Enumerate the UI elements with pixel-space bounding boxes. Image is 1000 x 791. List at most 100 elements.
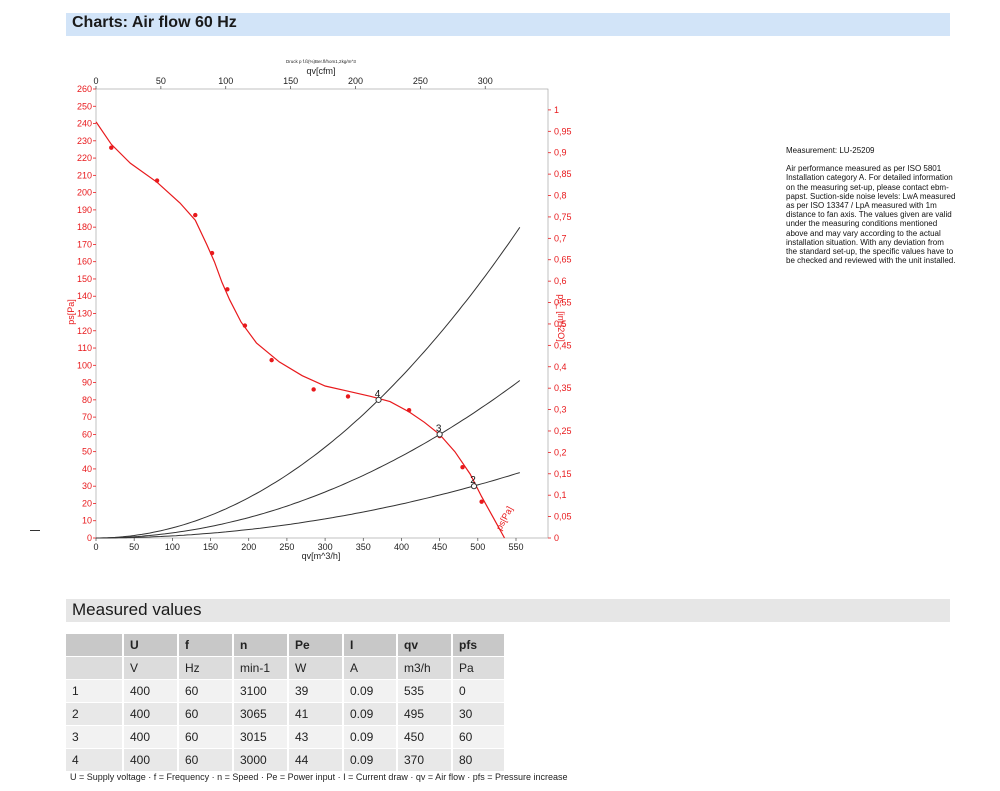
x-bottom-tick-label: 350 [356, 542, 371, 552]
measured-values-table: U f n Pe I qv pfs V Hz min-1 W A m3/h Pa… [66, 634, 506, 772]
y-right-tick-label: 0,15 [554, 469, 572, 479]
y-left-tick-label: 240 [77, 119, 92, 129]
table-cell: 450 [398, 726, 453, 749]
y-left-tick-label: 230 [77, 136, 92, 146]
table-cell: 4 [66, 749, 124, 772]
table-unit-cell: Hz [179, 657, 234, 680]
table-cell: 400 [124, 703, 179, 726]
y-left-tick-label: 150 [77, 274, 92, 284]
y-left-tick-label: 20 [82, 498, 92, 508]
table-cell: 39 [289, 680, 344, 703]
y-left-tick-label: 110 [78, 343, 92, 353]
y-right-tick-label: 0,3 [554, 405, 567, 415]
x-top-tick-label: 50 [156, 76, 166, 86]
y-left-tick-label: 70 [82, 412, 92, 422]
y-left-tick-label: 190 [77, 205, 92, 215]
table-unit-cell: m3/h [398, 657, 453, 680]
x-bottom-tick-label: 150 [203, 542, 218, 552]
table-cell: 3100 [234, 680, 289, 703]
table-header-cell: Pe [289, 634, 344, 657]
operating-point-3 [436, 431, 443, 438]
table-header-cell: U [124, 634, 179, 657]
measured-point [479, 499, 484, 504]
plot-frame [95, 88, 549, 539]
x-bottom-tick-label: 250 [279, 542, 294, 552]
x-bottom-tick-label: 0 [93, 542, 98, 552]
y-right-tick-label: 0,95 [554, 126, 572, 136]
y-left-tick-label: 250 [77, 101, 92, 111]
chart-title-bar: Charts: Air flow 60 Hz [66, 13, 950, 36]
table-header-cell [66, 634, 124, 657]
y-left-tick-label: 130 [77, 309, 92, 319]
table-header-cell: I [344, 634, 398, 657]
y-right-tick-label: 0,2 [554, 447, 567, 457]
pressure-curve [95, 121, 506, 539]
table-cell: 400 [124, 726, 179, 749]
measured-values-bar: Measured values [66, 599, 950, 622]
y-left-tick-label: 10 [82, 516, 92, 526]
x-bottom-tick-label: 300 [318, 542, 333, 552]
x-bottom-tick-label: 50 [129, 542, 139, 552]
measured-point [193, 212, 198, 218]
table-header-cell: f [179, 634, 234, 657]
y-left-tick-label: 30 [82, 481, 92, 491]
table-unit-cell: Pa [453, 657, 506, 680]
measurement-id: Measurement: LU-25209 [786, 146, 875, 155]
y-right-tick-label: 0,85 [554, 169, 572, 179]
measured-point [311, 387, 316, 392]
system-curve-2 [96, 472, 520, 539]
y-left-tick-label: 160 [77, 257, 92, 267]
x-bottom-tick-label: 100 [165, 542, 180, 552]
system-curve-4 [96, 227, 521, 539]
table-cell: 535 [398, 680, 453, 703]
y-right-tick-label: 0,55 [554, 298, 572, 308]
x-top-tick-label: 200 [348, 76, 363, 86]
y-left-tick-label: 260 [77, 84, 92, 94]
y-right-axis-label: ps_ [inH2O] [556, 294, 566, 342]
y-left-tick-label: 210 [77, 170, 92, 180]
air-flow-chart: 0102030405060708090100110120130140150160… [66, 59, 572, 561]
table-unit-cell: A [344, 657, 398, 680]
table-cell: 400 [124, 749, 179, 772]
table-cell: 1 [66, 680, 124, 703]
table-unit-cell: V [124, 657, 179, 680]
table-cell: 3065 [234, 703, 289, 726]
y-left-tick-label: 140 [77, 291, 92, 301]
pressure-curve-label: ps[Pa] [494, 505, 515, 532]
y-right-tick-label: 0,35 [554, 383, 572, 393]
table-header-cell: n [234, 634, 289, 657]
y-right-tick-label: 0,1 [554, 490, 567, 500]
table-header-row: U f n Pe I qv pfs [66, 634, 506, 657]
measured-point [460, 464, 465, 470]
table-cell: 0.09 [344, 726, 398, 749]
table-cell: 370 [398, 749, 453, 772]
y-right-tick-label: 0,9 [554, 148, 567, 158]
table-cell: 3015 [234, 726, 289, 749]
x-bottom-tick-label: 450 [432, 542, 447, 552]
x-top-tick-label: 300 [478, 76, 493, 86]
measurement-info: Measurement: LU-25209 Air performance me… [786, 146, 956, 274]
y-right-tick-label: 0,7 [554, 233, 567, 243]
y-right-tick-label: 0,25 [554, 426, 572, 436]
y-left-tick-label: 60 [82, 429, 92, 439]
x-bottom-tick-label: 200 [241, 542, 256, 552]
y-right-tick-label: 0,65 [554, 255, 572, 265]
y-left-tick-label: 220 [77, 153, 92, 163]
measured-point [242, 323, 248, 328]
table-row: 2 400 60 3065 41 0.09 495 30 [66, 703, 506, 726]
table-cell: 43 [289, 726, 344, 749]
y-left-tick-label: 90 [82, 378, 92, 388]
x-top-tick-label: 150 [283, 76, 298, 86]
operating-point-label: 3 [436, 423, 442, 434]
measured-point [406, 408, 412, 413]
y-left-tick-label: 50 [82, 447, 92, 457]
y-right-tick-label: 0,8 [554, 191, 567, 201]
y-right-tick-label: 0,6 [554, 276, 567, 286]
y-left-tick-label: 100 [77, 360, 92, 370]
y-right-tick-label: 0 [554, 533, 559, 543]
x-bottom-axis-label: qv[m^3/h] [302, 551, 341, 561]
table-unit-cell: min-1 [234, 657, 289, 680]
y-left-tick-label: 80 [82, 395, 92, 405]
measured-point [225, 287, 230, 292]
y-left-tick-label: 120 [77, 326, 92, 336]
